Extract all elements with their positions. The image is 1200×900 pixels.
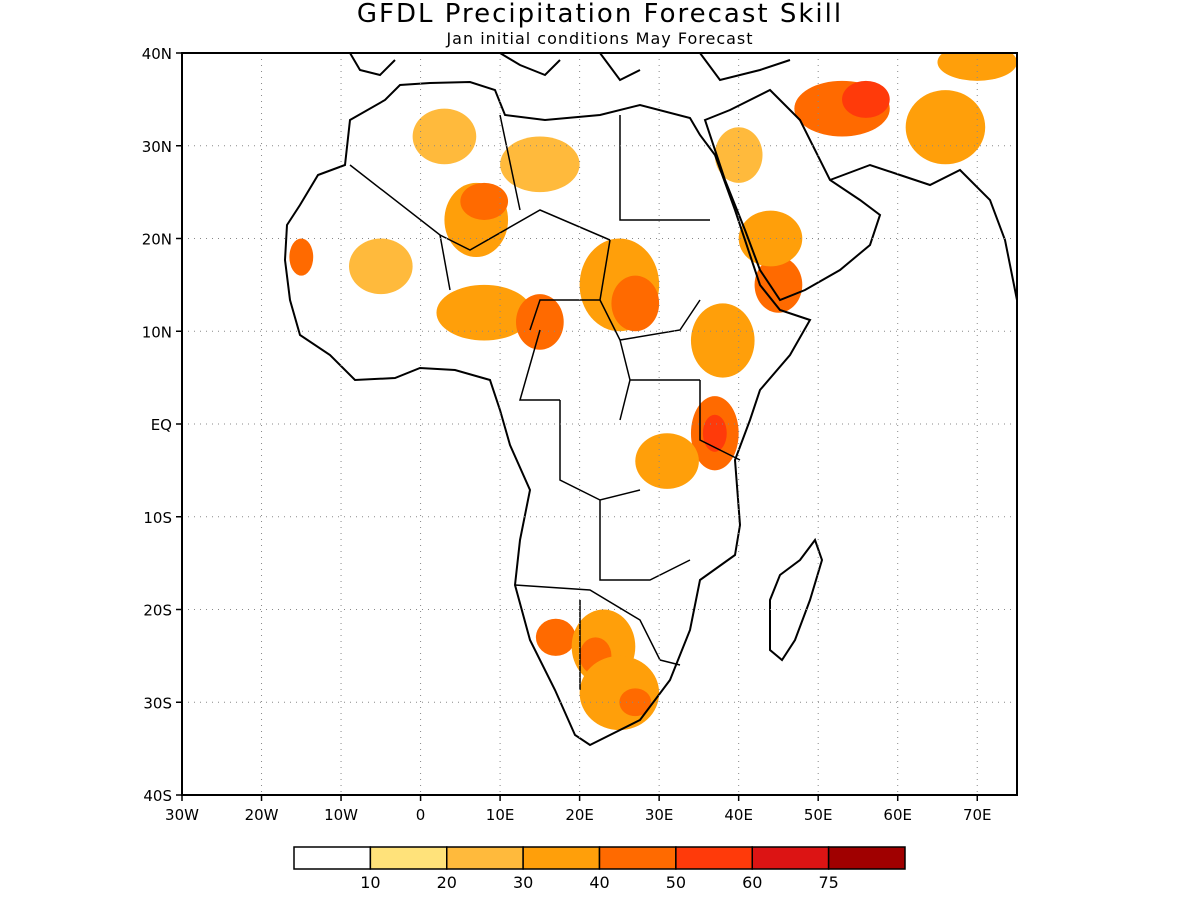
skill-region-iran-core — [842, 80, 890, 118]
colorbar-label: 50 — [666, 873, 686, 892]
europe-coastline — [349, 53, 791, 82]
colorbar-label: 20 — [437, 873, 457, 892]
lon-tick-label: 20E — [565, 806, 594, 824]
lat-tick-label: 40N — [142, 45, 172, 63]
colorbar: 10 20 30 40 50 60 75 — [293, 846, 906, 892]
colorbar-swatch — [293, 846, 372, 870]
skill-region-afghanistan — [905, 90, 986, 165]
skill-region-south-africa — [579, 655, 660, 731]
lon-tick-label: 50E — [804, 806, 833, 824]
iran-coastline — [829, 163, 1017, 301]
skill-shading-layer — [289, 53, 1017, 731]
lat-tick-label: 20S — [143, 602, 172, 620]
country-borders — [349, 114, 741, 690]
colorbar-label: 40 — [589, 873, 609, 892]
lon-tick-label: 40E — [724, 806, 753, 824]
colorbar-swatch — [827, 846, 906, 870]
colorbar-swatch — [522, 846, 601, 870]
lat-tick-label: 20N — [142, 231, 172, 249]
lat-tick-label: 30S — [143, 694, 172, 712]
skill-region-morocco-algeria — [412, 108, 477, 165]
colorbar-swatch — [369, 846, 448, 870]
lat-tick-label: 10N — [142, 323, 172, 341]
africa-coastline — [283, 80, 812, 747]
skill-region-darfur — [611, 275, 660, 332]
lat-tick-label: 40S — [143, 787, 172, 805]
skill-region-namibia — [535, 618, 576, 656]
lon-tick-label: 10W — [324, 806, 358, 824]
colorbar-swatch — [675, 846, 753, 870]
skill-region-algeria-south — [460, 182, 509, 220]
gridlines — [182, 53, 1017, 795]
coastline-layer — [283, 53, 1017, 747]
skill-region-mali — [349, 238, 413, 295]
lon-tick-label: 30W — [165, 806, 199, 824]
lon-tick-label: 20W — [245, 806, 279, 824]
lon-tick-label: 10E — [486, 806, 515, 824]
colorbar-label: 10 — [360, 873, 380, 892]
skill-region-kenya-core — [702, 414, 727, 452]
skill-region-nigeria — [436, 284, 532, 341]
colorbar-label: 75 — [818, 873, 838, 892]
lon-tick-label: 30E — [645, 806, 674, 824]
lat-tick-label: 10S — [143, 509, 172, 527]
skill-region-ethiopia — [690, 303, 755, 378]
colorbar-swatch — [751, 846, 830, 870]
colorbar-label: 60 — [742, 873, 762, 892]
lat-tick-label: EQ — [151, 416, 172, 434]
lat-tick-label: 30N — [142, 138, 172, 156]
lon-tick-label: 60E — [883, 806, 912, 824]
skill-region-libya — [500, 136, 580, 193]
skill-region-tanzania — [635, 433, 699, 489]
skill-region-cameroon — [516, 294, 564, 350]
skill-region-senegal — [289, 238, 314, 276]
colorbar-swatch — [446, 846, 524, 870]
skill-region-med-north — [937, 53, 1017, 81]
arabia-coastline — [703, 88, 882, 302]
colorbar-label: 30 — [513, 873, 533, 892]
lon-tick-label: 70E — [963, 806, 992, 824]
skill-region-lesotho — [619, 688, 652, 717]
chart-subtitle: Jan initial conditions May Forecast — [446, 29, 754, 48]
skill-region-yemen — [754, 257, 803, 313]
lon-tick-label: 0 — [416, 806, 426, 824]
chart-title: GFDL Precipitation Forecast Skill — [356, 0, 844, 29]
madagascar-coastline — [769, 537, 824, 662]
colorbar-swatch — [598, 846, 677, 870]
axis-ticks: 30W 20W 10W 0 10E 20E 30E 40E 50E 60E 70E 40N 30N 20N… — [142, 45, 992, 824]
